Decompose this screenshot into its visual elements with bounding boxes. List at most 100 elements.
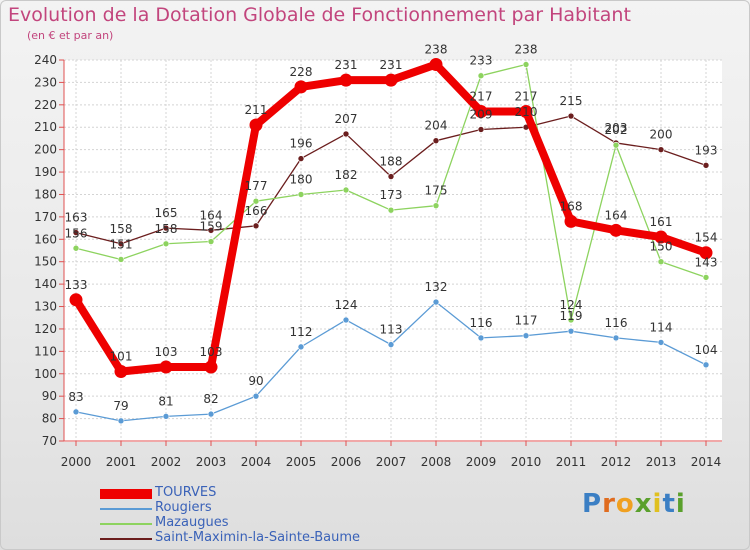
y-tick-label: 130	[34, 300, 57, 314]
data-point	[432, 202, 440, 209]
y-tick-label: 240	[34, 53, 57, 67]
data-label: 159	[200, 220, 223, 234]
data-point	[387, 173, 395, 180]
data-point	[567, 316, 575, 324]
data-label: 209	[470, 107, 493, 121]
logo-letter: x	[634, 489, 653, 519]
data-label: 193	[695, 143, 718, 157]
x-tick-label: 2004	[241, 455, 272, 469]
data-point	[702, 274, 710, 281]
data-point	[384, 73, 398, 87]
data-label: 101	[110, 350, 133, 364]
data-label: 168	[560, 199, 583, 213]
logo-letter: o	[615, 489, 635, 519]
data-point	[162, 224, 170, 232]
data-label: 112	[290, 325, 313, 339]
data-point	[477, 72, 485, 79]
data-label: 81	[158, 394, 173, 408]
data-point	[297, 191, 305, 198]
data-point	[297, 343, 305, 351]
y-tick-label: 210	[34, 120, 57, 134]
data-point	[477, 334, 485, 342]
logo-letter: t	[662, 489, 676, 519]
data-point	[72, 408, 80, 416]
data-point	[159, 360, 173, 374]
data-label: 207	[335, 112, 358, 126]
data-label: 161	[650, 215, 673, 229]
series-lines	[69, 57, 713, 425]
data-point	[657, 146, 665, 153]
data-point	[207, 227, 215, 234]
data-point	[117, 417, 125, 425]
data-label: 154	[695, 231, 718, 245]
y-tick-label: 180	[34, 187, 57, 201]
data-label: 217	[470, 90, 493, 104]
data-label: 113	[380, 323, 403, 337]
data-label: 238	[425, 42, 448, 56]
x-tick-label: 2002	[151, 455, 182, 469]
data-label: 82	[203, 392, 218, 406]
data-label: 150	[650, 240, 673, 254]
x-tick-label: 2000	[61, 455, 92, 469]
data-label: 200	[650, 128, 673, 142]
data-label: 132	[425, 280, 448, 294]
data-point	[72, 244, 80, 252]
data-point	[252, 197, 260, 205]
data-point	[567, 112, 575, 120]
data-point	[117, 240, 125, 248]
data-point	[654, 230, 668, 244]
logo-letter: P	[582, 489, 603, 519]
data-point	[252, 222, 260, 230]
legend-swatch	[100, 537, 152, 540]
data-point	[387, 341, 395, 348]
data-point	[387, 206, 395, 214]
data-label: 165	[155, 206, 178, 220]
data-label: 116	[470, 316, 493, 330]
x-tick-label: 2001	[106, 455, 137, 469]
legend-swatch	[100, 522, 152, 525]
chart-title: Evolution de la Dotation Globale de Fonc…	[8, 4, 631, 26]
data-label: 166	[245, 204, 268, 218]
logo-letter: r	[602, 489, 616, 519]
data-point	[612, 141, 620, 149]
y-tick-label: 230	[34, 75, 57, 89]
data-point	[207, 410, 215, 418]
data-label: 231	[380, 58, 403, 72]
data-point	[522, 332, 530, 339]
data-point	[657, 258, 665, 266]
data-label: 202	[605, 123, 628, 137]
data-label: 103	[155, 345, 178, 359]
y-tick-label: 80	[42, 412, 57, 426]
data-label: 173	[380, 188, 403, 202]
legend-swatch	[100, 507, 152, 510]
data-label: 103	[200, 345, 223, 359]
x-tick-label: 2013	[646, 455, 677, 469]
data-label: 90	[248, 374, 263, 388]
data-point	[432, 137, 440, 144]
y-tick-label: 110	[34, 344, 57, 358]
data-point	[564, 214, 578, 228]
data-label: 124	[335, 298, 358, 312]
data-point	[339, 73, 353, 87]
chart-subtitle: (en € et par an)	[27, 29, 114, 42]
data-point	[117, 256, 125, 263]
data-point	[297, 155, 305, 162]
y-tick-label: 100	[34, 367, 57, 381]
x-tick-label: 2014	[691, 455, 722, 469]
y-tick-label: 70	[42, 434, 57, 448]
logo-letter: i	[652, 489, 663, 519]
data-label: 175	[425, 184, 448, 198]
x-tick-label: 2007	[376, 455, 407, 469]
legend-label: Mazaugues	[155, 515, 229, 530]
x-tick-label: 2005	[286, 455, 317, 469]
data-point	[657, 339, 665, 346]
data-label: 164	[200, 208, 223, 222]
data-point	[162, 240, 170, 248]
data-point	[342, 130, 350, 138]
data-label: 180	[290, 172, 313, 186]
data-label: 151	[110, 237, 133, 251]
data-point	[162, 413, 170, 420]
data-label: 228	[290, 65, 313, 79]
data-label: 119	[560, 309, 583, 323]
